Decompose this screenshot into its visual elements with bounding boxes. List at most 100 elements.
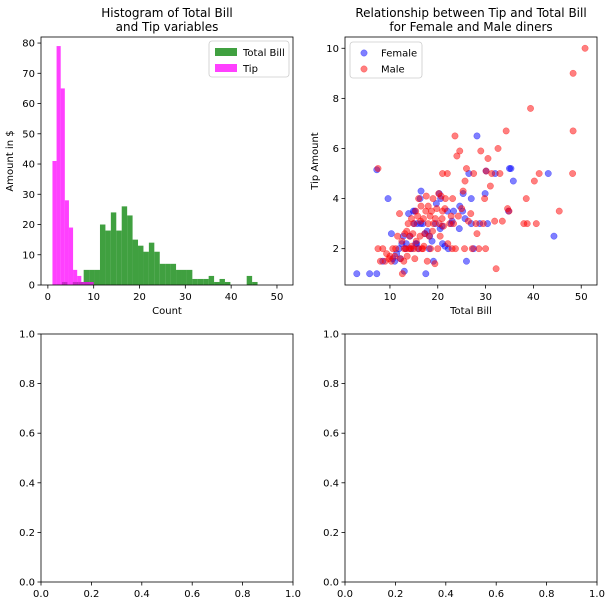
y-tick-label: 10 [22, 250, 35, 261]
scatter-point [392, 245, 400, 253]
scatter-point [486, 182, 494, 190]
histogram-bar [83, 269, 90, 285]
scatter-point [523, 220, 531, 228]
scatter-point [441, 195, 449, 203]
scatter-point [449, 195, 457, 203]
axes-frame [344, 36, 598, 286]
scatter-point [484, 155, 492, 162]
scatter-point [544, 170, 552, 177]
scatter-point [384, 195, 392, 203]
chart-title-line2: for Female and Male diners [389, 20, 552, 34]
legend: Total Bill Tip [208, 40, 290, 78]
scatter-point [569, 170, 577, 177]
y-axis-label: Amount in $ [5, 130, 16, 191]
x-tick-label: 1.0 [285, 589, 301, 600]
histogram-bar [246, 275, 253, 285]
x-tick-label: 0.2 [83, 589, 99, 600]
y-tick-label: 0.6 [19, 429, 35, 440]
x-tick-label: 1.0 [589, 589, 605, 600]
scatter-point [422, 270, 430, 278]
x-tick-label: 20 [431, 292, 444, 303]
y-tick-label: 1.0 [323, 330, 339, 341]
empty-axes-bottom-right: 0.0 0.2 0.4 0.6 0.8 1.0 0.0 0.2 0.4 0.6 0.8 1.0 [323, 330, 605, 601]
series-tip [52, 46, 94, 286]
scatter-point [398, 270, 406, 278]
series-male [374, 44, 589, 278]
x-tick-label: 0 [45, 292, 51, 303]
x-tick-label: 30 [479, 292, 492, 303]
y-tick-label: 0.0 [323, 578, 339, 589]
scatter-point [494, 145, 502, 152]
histogram-bar [127, 215, 133, 285]
scatter-point [412, 237, 420, 245]
histogram-bar [186, 269, 193, 285]
scatter-point [467, 195, 475, 203]
axes-frame [40, 36, 294, 286]
scatter-point [477, 147, 485, 155]
x-tick-label: 0.4 [134, 589, 150, 600]
scatter-point [569, 127, 577, 135]
scatter-point [379, 245, 387, 253]
x-tick-label: 40 [225, 292, 238, 303]
scatter-point [419, 215, 427, 223]
y-tick-label: 6 [333, 144, 339, 155]
x-axis-label: Count [152, 306, 182, 317]
scatter-point [498, 217, 506, 225]
scatter-point [527, 104, 534, 112]
scatter-point [461, 177, 469, 185]
legend-label: Male [381, 65, 405, 76]
histogram-bar [77, 275, 82, 285]
y-tick-label: 20 [22, 220, 35, 231]
scatter-point [491, 217, 499, 225]
y-tick-label: 4 [333, 194, 339, 205]
y-tick-label: 0.2 [323, 528, 339, 539]
histogram-bar [105, 230, 111, 285]
x-tick-label: 0.4 [438, 589, 454, 600]
scatter-point [434, 245, 442, 253]
scatter-point [431, 215, 439, 223]
histogram-bar [68, 227, 74, 285]
scatter-point [555, 207, 563, 215]
scatter-point [417, 187, 425, 195]
histogram-bar [224, 281, 231, 285]
x-tick-label: 50 [575, 292, 588, 303]
scatter-point [411, 255, 419, 263]
series-total-bill [61, 206, 258, 285]
histogram-bar [176, 269, 182, 285]
scatter-point [459, 187, 467, 195]
y-tick-label: 40 [22, 160, 35, 171]
scatter-point [535, 170, 543, 177]
histogram-axes: 0 10 20 30 40 50 0 10 20 30 40 50 60 70 80 Histogram of… [5, 6, 294, 317]
x-tick-label: 0.8 [539, 589, 555, 600]
legend-swatch [215, 48, 237, 56]
y-tick-label: 8 [333, 94, 339, 105]
histogram-bar [110, 212, 117, 285]
scatter-point [532, 220, 540, 228]
scatter-point [438, 215, 446, 223]
scatter-point [423, 257, 431, 265]
scatter-point [424, 202, 432, 210]
scatter-point [394, 232, 402, 240]
chart-title-line2: and Tip variables [116, 20, 219, 34]
scatter-point [427, 245, 435, 253]
y-tick-label: 0.0 [19, 578, 35, 589]
scatter-point [441, 205, 449, 213]
histogram-bar [132, 239, 139, 285]
scatter-point [398, 237, 406, 245]
scatter-point [387, 257, 395, 265]
x-tick-label: 10 [384, 292, 397, 303]
histogram-bar [52, 161, 57, 285]
scatter-point [452, 245, 459, 253]
x-tick-label: 0.8 [235, 589, 251, 600]
scatter-point [450, 220, 457, 228]
scatter-point [455, 225, 463, 233]
scatter-point [454, 212, 462, 220]
y-tick-label: 60 [22, 99, 35, 110]
y-tick-label: 0 [29, 281, 35, 292]
histogram-bar [219, 278, 225, 285]
histogram-bar [181, 269, 187, 285]
y-tick-label: 50 [22, 129, 35, 140]
scatter-point [431, 260, 439, 268]
x-axis-label: Total Bill [449, 306, 492, 317]
